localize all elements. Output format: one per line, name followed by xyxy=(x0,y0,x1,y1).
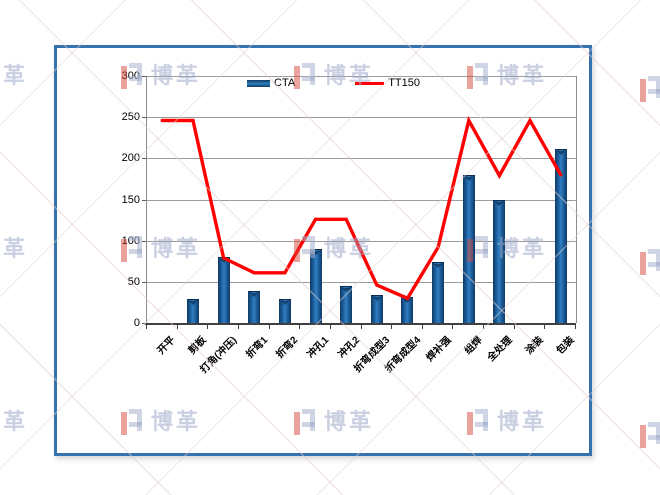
y-tick xyxy=(142,158,146,160)
x-tick xyxy=(391,325,393,329)
x-axis-label-剪板: 剪板 xyxy=(186,334,209,357)
y-axis-label-50: 50 xyxy=(127,275,140,288)
boge-watermark-logo: 博革 xyxy=(640,409,660,461)
x-tick xyxy=(237,325,239,329)
x-tick xyxy=(207,325,209,329)
x-axis-label-冲孔1: 冲孔1 xyxy=(305,334,332,361)
x-axis-label-涂装: 涂装 xyxy=(523,334,546,357)
x-axis-label-焊补强: 焊补强 xyxy=(424,334,454,364)
x-tick xyxy=(146,325,147,329)
x-axis-label-包装: 包装 xyxy=(554,334,577,357)
y-axis-label-100: 100 xyxy=(121,234,140,247)
x-axis-label-全处理: 全处理 xyxy=(486,334,515,364)
x-tick xyxy=(421,325,423,329)
y-tick xyxy=(142,199,146,201)
tt150-legend-label: TT150 xyxy=(388,77,420,89)
chart-legend: CTA TT150 xyxy=(247,77,420,89)
boge-logo-icon xyxy=(640,422,660,448)
x-axis-label-开平: 开平 xyxy=(155,334,178,357)
y-axis-label-150: 150 xyxy=(121,193,140,206)
y-tick xyxy=(142,117,146,119)
y-axis-label-0: 0 xyxy=(133,317,140,329)
boge-watermark-logo: 博革 xyxy=(0,63,28,89)
x-axis-label-折弯1: 折弯1 xyxy=(244,334,270,361)
boge-watermark-logo: 博革 xyxy=(0,236,28,262)
x-axis-label-组焊: 组焊 xyxy=(462,334,485,357)
x-tick xyxy=(575,325,576,329)
x-axis-label-折弯2: 折弯2 xyxy=(274,334,301,361)
tt150-line xyxy=(160,115,563,301)
y-tick xyxy=(142,323,146,324)
cta-bar-swatch-icon xyxy=(247,79,270,87)
boge-watermark-text: 博革 xyxy=(0,236,29,261)
y-axis-label-300: 300 xyxy=(121,70,140,82)
y-tick xyxy=(142,76,146,77)
tt150-line-swatch-icon xyxy=(355,81,385,85)
plot-area xyxy=(146,76,577,323)
x-tick xyxy=(483,325,485,329)
boge-logo-icon xyxy=(640,249,660,275)
cta-legend-label: CTA xyxy=(274,77,296,89)
x-tick xyxy=(544,325,546,329)
boge-watermark-text: 博革 xyxy=(0,63,29,88)
x-tick xyxy=(452,325,454,329)
boge-watermark-logo: 博革 xyxy=(0,409,28,435)
boge-logo-icon xyxy=(640,76,660,102)
x-tick xyxy=(360,325,362,329)
x-tick xyxy=(329,325,331,329)
chart-panel: CTA TT150 0 50 100 150 200 250 300 开平 剪板 打角(冲压) 折… xyxy=(54,45,592,456)
x-tick xyxy=(513,325,515,329)
boge-watermark-logo: 博革 xyxy=(640,236,660,288)
legend-item-cta: CTA xyxy=(247,77,295,89)
y-tick xyxy=(142,281,146,283)
y-axis-label-250: 250 xyxy=(121,111,140,124)
legend-item-tt150: TT150 xyxy=(355,77,420,89)
x-tick xyxy=(299,325,301,329)
y-axis-label-200: 200 xyxy=(121,152,140,165)
tt150-line-chart xyxy=(160,115,563,301)
boge-watermark-logo: 博革 xyxy=(640,63,660,115)
x-tick xyxy=(176,325,178,329)
y-tick xyxy=(142,240,146,242)
boge-watermark-text: 博革 xyxy=(0,409,29,434)
x-tick xyxy=(268,325,270,329)
